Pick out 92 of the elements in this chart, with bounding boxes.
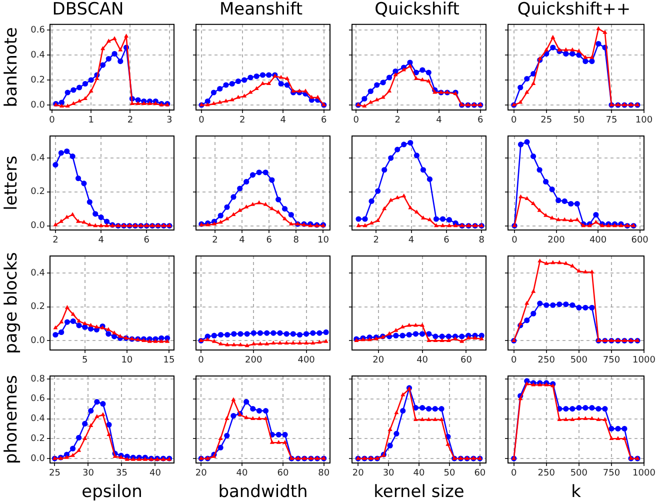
x-tick-label: 40 (416, 356, 428, 366)
x-tick-label: 15 (163, 356, 175, 366)
x-tick-label: 600 (631, 236, 649, 246)
x-tick-label: 0 (49, 116, 56, 126)
x-tick-label: 4 (408, 236, 414, 246)
x-tick-label: 1000 (632, 356, 656, 366)
x-tick-label: 500 (570, 468, 588, 479)
y-axis-title: phonemes (2, 374, 22, 464)
x-tick-label: 750 (602, 468, 620, 479)
x-tick-label: 40 (150, 468, 162, 479)
x-tick-label: 2 (52, 236, 58, 246)
x-tick-label: 60 (460, 356, 472, 366)
x-tick-label: 30 (382, 468, 395, 479)
x-tick-label: 200 (245, 356, 263, 366)
y-axis-title: letters (2, 155, 22, 210)
x-tick-label: 35 (116, 468, 128, 479)
y-tick-label: 0.4 (30, 414, 46, 424)
y-tick-label: 0.2 (30, 302, 45, 312)
x-axis-title: bandwidth (218, 482, 308, 502)
chart-title: Quickshift++ (517, 0, 631, 20)
x-tick-label: 6 (321, 116, 328, 126)
x-tick-label: 0 (198, 116, 205, 126)
y-tick-label: 0.0 (30, 221, 46, 232)
x-tick-label: 25 (540, 116, 552, 126)
y-tick-label: 0.4 (30, 268, 46, 278)
x-tick-label: 6 (444, 236, 450, 246)
x-tick-label: 200 (548, 236, 566, 246)
y-tick-label: 0.4 (30, 153, 46, 164)
y-axis-title: banknote (2, 27, 22, 108)
y-tick-label: 0.2 (30, 187, 45, 198)
y-tick-label: 0.0 (30, 336, 46, 346)
x-tick-label: 100 (635, 116, 653, 126)
y-tick-label: 0.0 (30, 100, 46, 110)
x-tick-label: 400 (589, 236, 607, 246)
x-tick-label: 8 (478, 236, 485, 246)
y-axis-title: page blocks (2, 252, 22, 354)
y-tick-label: 0.8 (30, 374, 46, 384)
x-tick-label: 10 (318, 236, 330, 246)
x-tick-label: 1 (88, 116, 94, 126)
x-tick-label: 6 (478, 116, 484, 126)
x-tick-label: 20 (195, 468, 208, 479)
x-tick-label: 4 (98, 236, 104, 246)
x-tick-label: 750 (602, 356, 620, 366)
x-tick-label: 80 (318, 468, 330, 479)
x-tick-label: 50 (444, 468, 456, 479)
x-axis-title: k (571, 482, 582, 502)
x-tick-label: 2 (394, 116, 400, 126)
x-tick-label: 2 (239, 116, 246, 126)
x-tick-label: 20 (352, 468, 364, 479)
y-tick-label: 0.2 (30, 75, 45, 86)
y-tick-label: 0.4 (30, 50, 46, 60)
x-tick-label: 3 (166, 116, 172, 126)
x-tick-label: 0 (512, 236, 518, 246)
x-tick-label: 8 (293, 236, 300, 246)
x-tick-label: 4 (436, 116, 442, 126)
x-tick-label: 250 (538, 356, 556, 366)
x-tick-label: 40 (236, 468, 248, 479)
x-tick-label: 2 (212, 236, 218, 246)
x-tick-label: 4 (280, 116, 286, 126)
x-tick-label: 10 (121, 356, 133, 366)
y-tick-label: 0.2 (30, 434, 45, 444)
x-tick-label: 250 (538, 468, 556, 479)
x-tick-label: 0 (353, 116, 360, 126)
x-tick-label: 60 (474, 468, 486, 479)
x-tick-label: 6 (266, 236, 272, 246)
x-tick-label: 4 (239, 236, 246, 246)
x-tick-label: 25 (48, 468, 60, 479)
x-tick-label: 50 (573, 116, 585, 126)
x-axis-title: epsilon (82, 482, 142, 502)
y-tick-label: 0.6 (30, 394, 46, 404)
x-tick-label: 500 (570, 356, 588, 366)
x-tick-label: 30 (82, 468, 94, 479)
chart-title: Meanshift (219, 0, 303, 20)
x-tick-label: 0 (510, 468, 517, 479)
x-tick-label: 2 (373, 236, 379, 246)
x-tick-label: 0 (510, 356, 517, 366)
x-tick-label: 6 (144, 236, 150, 246)
x-tick-label: 0 (198, 356, 204, 366)
chart-title: DBSCAN (52, 0, 124, 20)
y-tick-label: 0.6 (30, 25, 46, 36)
x-tick-label: 75 (606, 116, 618, 126)
x-tick-label: 2 (127, 116, 134, 126)
chart-title: Quickshift (374, 0, 460, 20)
y-tick-label: 0.0 (30, 454, 46, 464)
x-tick-label: 400 (298, 356, 316, 366)
x-tick-label: 5 (82, 356, 88, 366)
x-tick-label: 20 (372, 356, 384, 366)
x-tick-label: 40 (413, 468, 425, 479)
x-tick-label: 60 (277, 468, 289, 479)
x-tick-label: 0 (510, 116, 517, 126)
x-tick-label: 1000 (632, 468, 656, 479)
x-axis-title: kernel size (374, 482, 464, 502)
